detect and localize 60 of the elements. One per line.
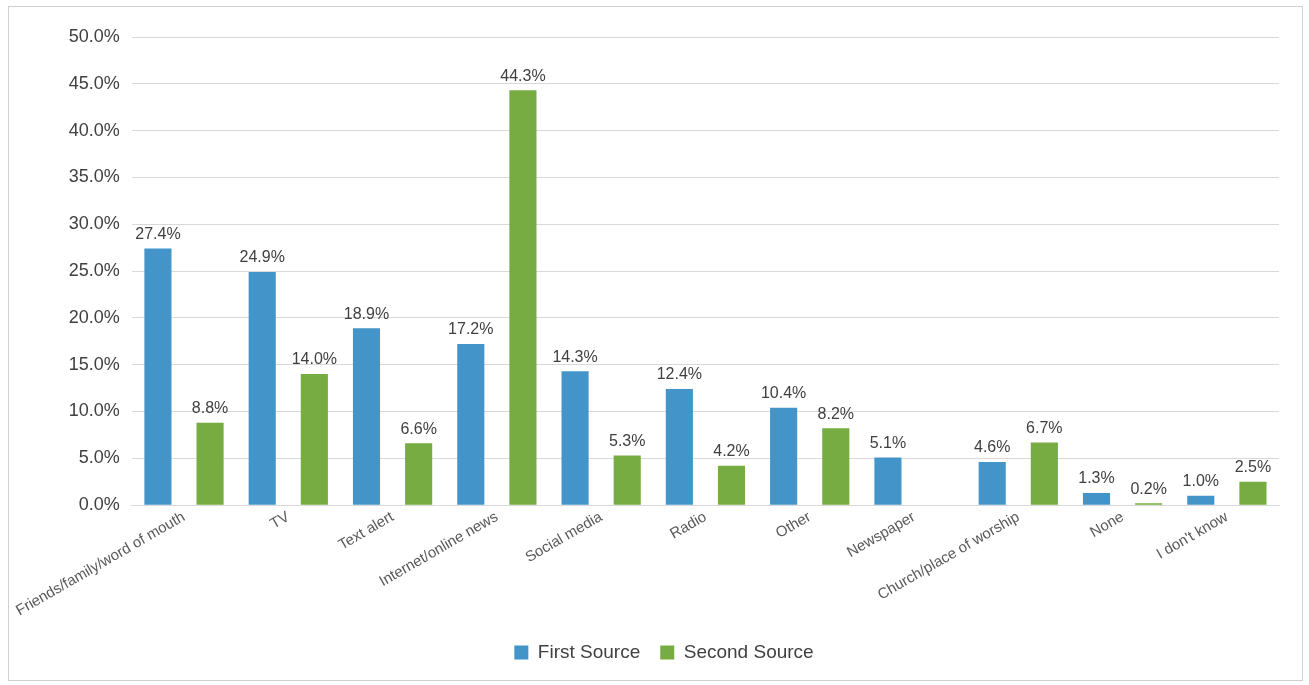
bar bbox=[405, 443, 433, 505]
x-tick-label: None bbox=[1086, 507, 1127, 541]
bar bbox=[352, 328, 381, 505]
bar bbox=[874, 457, 902, 505]
data-label: 4.2% bbox=[713, 442, 750, 460]
data-label: 8.8% bbox=[191, 399, 229, 417]
bar bbox=[144, 248, 172, 505]
bar bbox=[613, 455, 641, 505]
y-tick-label: 30.0% bbox=[68, 213, 120, 234]
y-tick-label: 5.0% bbox=[78, 447, 120, 468]
bar bbox=[822, 428, 850, 505]
data-label: 27.4% bbox=[135, 225, 181, 242]
data-label: 8.2% bbox=[817, 404, 855, 422]
data-label: 4.6% bbox=[973, 438, 1011, 456]
x-tick-label: I don't know bbox=[1153, 507, 1231, 562]
bar bbox=[248, 272, 276, 505]
data-label: 24.9% bbox=[239, 248, 285, 266]
y-tick-label: 45.0% bbox=[68, 72, 120, 93]
y-tick-label: 15.0% bbox=[68, 353, 120, 374]
data-label: 2.5% bbox=[1234, 458, 1272, 476]
bar bbox=[196, 422, 224, 505]
data-label: 5.3% bbox=[608, 431, 646, 449]
bar bbox=[509, 90, 537, 505]
bar bbox=[717, 465, 746, 505]
bar bbox=[665, 389, 693, 505]
data-label: 17.2% bbox=[448, 320, 494, 338]
legend-label: First Source bbox=[537, 640, 641, 662]
data-label: 18.9% bbox=[343, 304, 390, 322]
y-tick-label: 20.0% bbox=[68, 306, 120, 327]
legend-label: Second Source bbox=[683, 640, 814, 662]
y-tick-label: 25.0% bbox=[68, 260, 120, 281]
x-tick-label: TV bbox=[266, 507, 292, 532]
y-tick-label: 35.0% bbox=[68, 166, 120, 187]
x-tick-label: Other bbox=[772, 507, 814, 541]
data-label: 5.1% bbox=[869, 433, 907, 451]
x-tick-label: Text alert bbox=[334, 506, 397, 553]
y-tick-label: 50.0% bbox=[68, 25, 120, 46]
y-tick-label: 0.0% bbox=[78, 494, 120, 515]
bar bbox=[1239, 481, 1267, 505]
x-tick-label: Radio bbox=[666, 507, 709, 542]
data-label: 6.7% bbox=[1026, 418, 1063, 436]
bar bbox=[1082, 492, 1111, 505]
y-tick-label: 10.0% bbox=[68, 400, 120, 421]
bar bbox=[457, 344, 485, 505]
bar bbox=[978, 462, 1006, 505]
data-label: 1.3% bbox=[1078, 469, 1115, 487]
data-label: 0.2% bbox=[1130, 479, 1167, 497]
data-label: 44.3% bbox=[500, 66, 546, 84]
y-tick-label: 40.0% bbox=[68, 119, 120, 140]
data-label: 14.0% bbox=[291, 350, 338, 368]
data-label: 14.3% bbox=[552, 347, 598, 365]
bar bbox=[561, 371, 589, 505]
bar bbox=[1187, 495, 1215, 505]
data-label: 1.0% bbox=[1182, 472, 1220, 490]
data-label: 6.6% bbox=[400, 419, 437, 437]
bar bbox=[1030, 442, 1058, 505]
bar bbox=[770, 407, 798, 505]
data-label: 12.4% bbox=[656, 365, 703, 383]
data-label: 10.4% bbox=[760, 384, 807, 402]
bar bbox=[300, 374, 328, 505]
